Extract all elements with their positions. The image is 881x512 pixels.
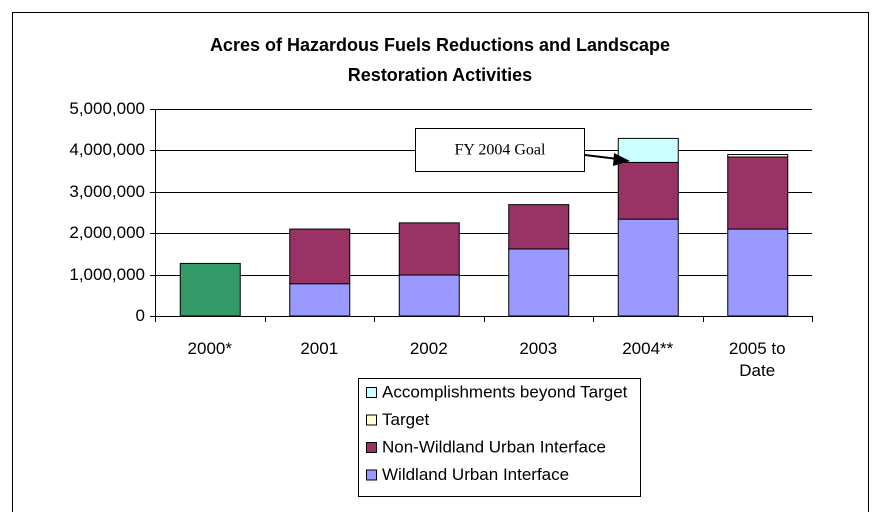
x-tick-label: 2000* <box>187 339 232 358</box>
annotation-arrowhead <box>613 153 630 166</box>
bar-segment <box>508 204 570 250</box>
bar-segment <box>617 137 679 163</box>
legend-swatch <box>366 387 377 398</box>
annotation-arrow <box>584 154 619 160</box>
chart-title: Acres of Hazardous Fuels Reductions and … <box>209 35 671 85</box>
x-tick-label: 2005 to Date <box>728 339 786 380</box>
bar-segment <box>617 218 679 317</box>
annotation-box <box>415 128 585 172</box>
legend-swatch <box>366 414 377 426</box>
bar-segment <box>727 228 789 317</box>
bar-segment <box>727 156 789 230</box>
y-tick-label: 0 <box>136 306 145 325</box>
y-tick-label: 4,000,000 <box>69 140 145 159</box>
bar-segment <box>398 222 460 276</box>
x-tick-label: 2001 <box>300 339 339 358</box>
legend-label: Wildland Urban Interface <box>382 465 569 484</box>
bar-segment <box>179 262 241 317</box>
y-tick-label: 3,000,000 <box>69 182 145 201</box>
legend-box <box>358 378 641 497</box>
bar-segment <box>289 283 351 317</box>
bar-segment <box>508 248 570 317</box>
legend-label: Non-Wildland Urban Interface <box>382 437 606 456</box>
bar-segment <box>727 154 789 158</box>
legend-swatch <box>366 442 377 453</box>
x-tick-label: 2002 <box>409 339 448 358</box>
legend-swatch <box>366 469 377 481</box>
y-tick-label: 1,000,000 <box>69 265 145 284</box>
legend-label: Accomplishments beyond Target <box>382 382 628 401</box>
legend-label: Target <box>382 410 430 429</box>
y-tick-label: 5,000,000 <box>69 99 145 118</box>
x-tick-label: 2003 <box>519 339 558 358</box>
bar-segment <box>398 274 460 317</box>
annotation: FY 2004 Goal <box>455 142 547 159</box>
bar-segment <box>617 161 679 220</box>
y-tick-label: 2,000,000 <box>69 223 145 242</box>
bar-segment <box>289 228 351 285</box>
x-tick-label: 2004** <box>622 339 674 358</box>
